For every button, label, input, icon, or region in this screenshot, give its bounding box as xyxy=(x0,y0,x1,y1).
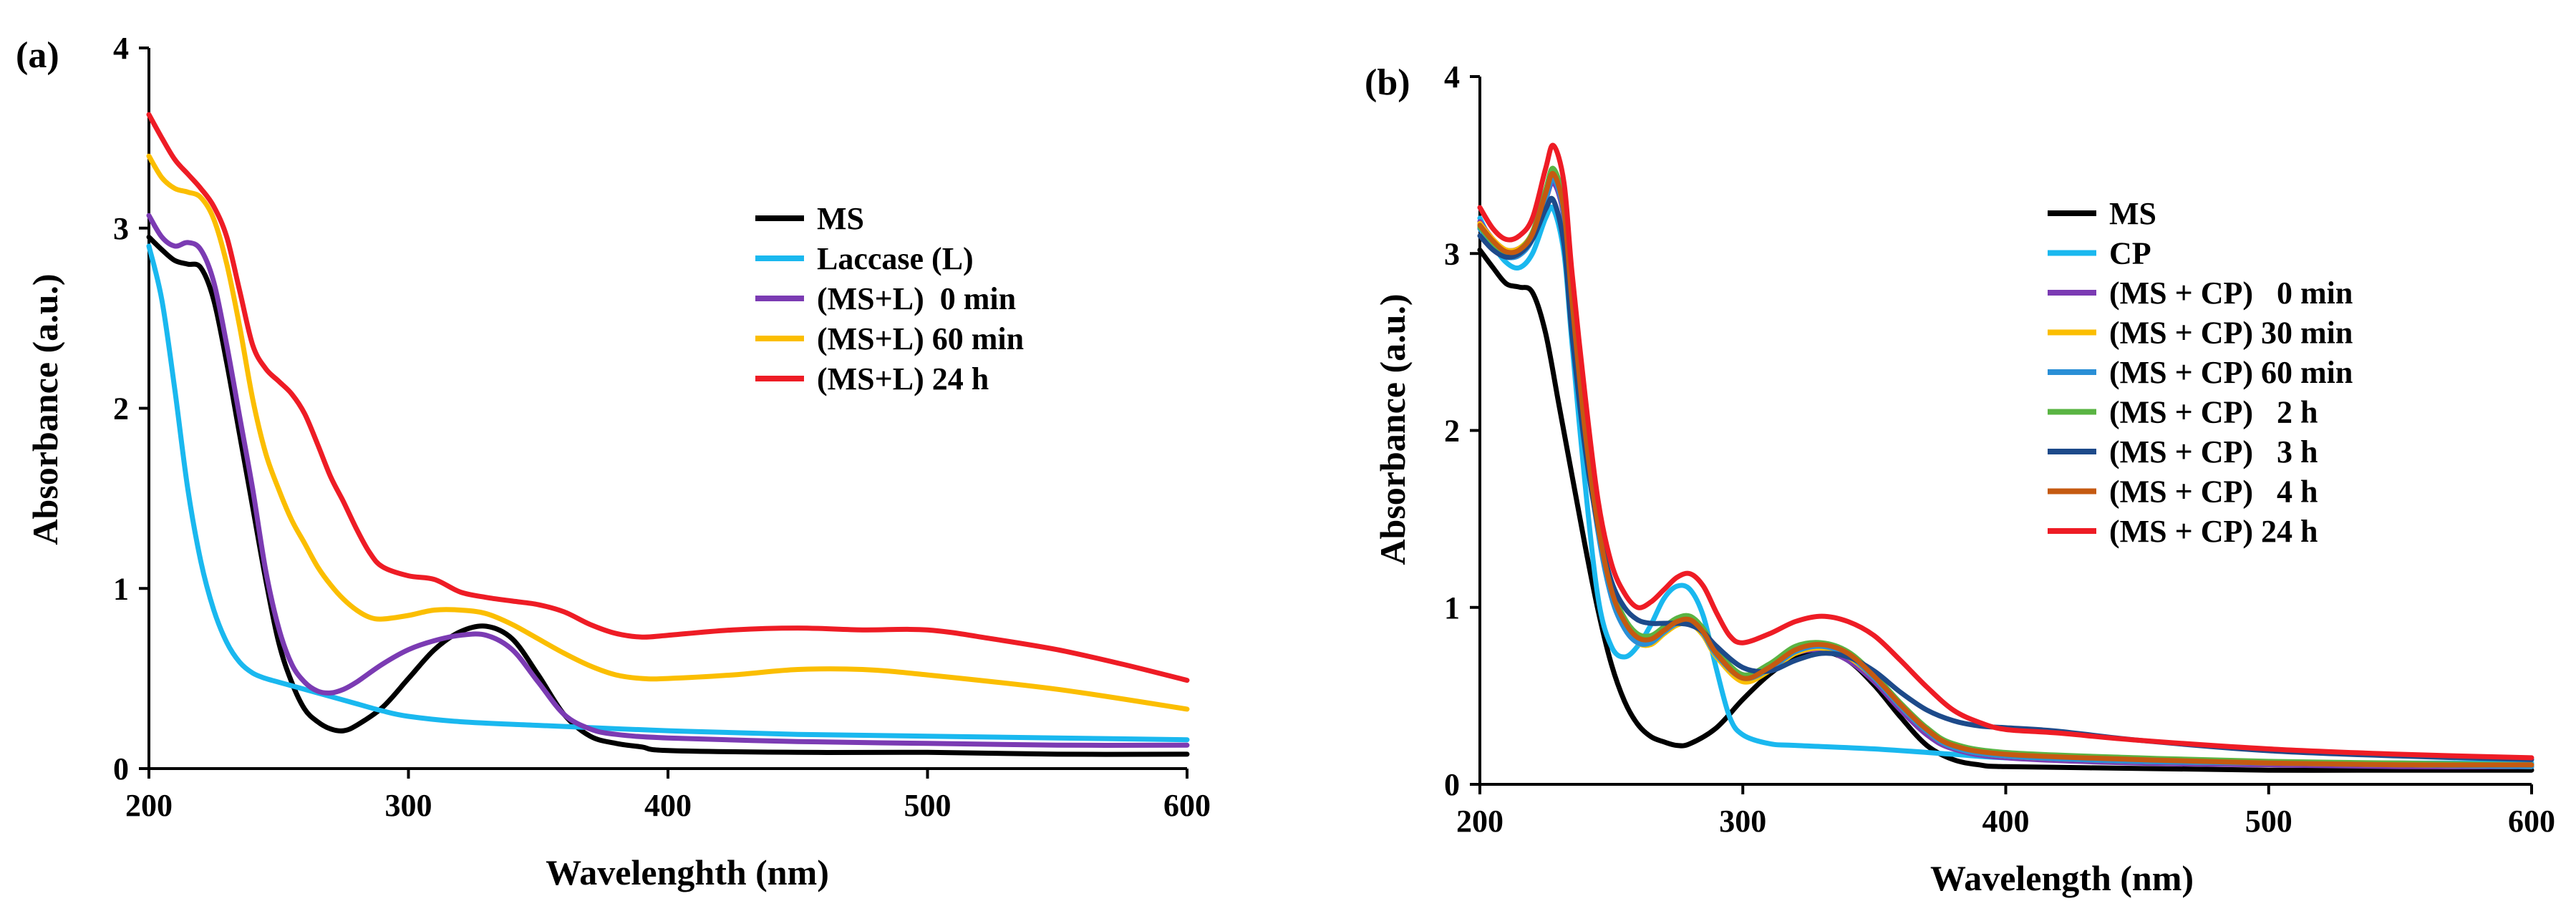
chart-panel-a: (a) Absorbance (a.u.) Wavelenghth (nm) 0… xyxy=(16,31,1211,892)
legend-label: MS xyxy=(817,201,864,236)
x-axis-title: Wavelength (nm) xyxy=(1930,858,2194,898)
series-line xyxy=(146,243,1190,743)
y-tick-label: 2 xyxy=(1444,414,1460,449)
legend-label: (MS + CP) 3 h xyxy=(2109,434,2318,469)
legend-label: (MS + CP) 60 min xyxy=(2109,355,2353,390)
panel-label: (b) xyxy=(1365,62,1410,103)
legend-label: (MS+L) 0 min xyxy=(817,281,1016,316)
series-line xyxy=(1477,247,2534,773)
x-tick-label: 600 xyxy=(2508,804,2555,839)
x-tick-label: 200 xyxy=(1456,804,1504,839)
x-tick-label: 200 xyxy=(125,788,173,823)
x-axis-title: Wavelenghth (nm) xyxy=(546,852,829,892)
y-tick-label: 4 xyxy=(113,31,129,66)
legend-label: MS xyxy=(2109,196,2156,231)
legend: MS CP (MS + CP) 0 min (MS + CP) 30 min (MS +… xyxy=(2048,196,2353,549)
series-line xyxy=(146,234,1190,757)
legend-label: Laccase (L) xyxy=(817,241,974,276)
x-tick-label: 300 xyxy=(1719,804,1766,839)
y-tick-label: 3 xyxy=(1444,236,1460,271)
x-tick-label: 500 xyxy=(2245,804,2292,839)
y-axis-title: Absorbance (a.u.) xyxy=(1372,293,1413,565)
legend-label: (MS + CP) 0 min xyxy=(2109,276,2353,311)
legend-label: (MS+L) 24 h xyxy=(817,361,989,396)
panel-label: (a) xyxy=(16,35,59,76)
x-tick-label: 300 xyxy=(385,788,432,823)
y-tick-label: 3 xyxy=(113,211,129,246)
series-line xyxy=(146,112,1190,683)
x-tick-label: 400 xyxy=(1982,804,2030,839)
y-tick-label: 0 xyxy=(113,751,129,786)
legend-label: (MS + CP) 24 h xyxy=(2109,514,2318,549)
y-axis-title: Absorbance (a.u.) xyxy=(25,273,65,545)
y-tick-label: 4 xyxy=(1444,59,1460,94)
legend: MS Laccase (L) (MS+L) 0 min (MS+L) 60 min (M… xyxy=(755,201,1024,396)
series-line xyxy=(1477,170,2534,768)
axes: 0 1 2 3 4 200 300 400 500 600 xyxy=(1444,59,2555,839)
legend-label: CP xyxy=(2109,236,2151,271)
series-group xyxy=(146,112,1190,757)
series-group xyxy=(1477,142,2534,773)
legend-label: (MS + CP) 2 h xyxy=(2109,395,2318,430)
x-tick-label: 500 xyxy=(904,788,952,823)
y-tick-label: 1 xyxy=(113,571,129,606)
y-tick-label: 0 xyxy=(1444,767,1460,802)
x-tick-label: 600 xyxy=(1163,788,1211,823)
series-line xyxy=(146,213,1190,748)
y-tick-label: 2 xyxy=(113,391,129,427)
axes: 0 1 2 3 4 200 300 400 500 600 xyxy=(113,31,1211,823)
legend-label: (MS + CP) 30 min xyxy=(2109,316,2353,351)
legend-label: (MS+L) 60 min xyxy=(817,321,1024,356)
series-line xyxy=(146,153,1190,712)
y-tick-label: 1 xyxy=(1444,590,1460,625)
series-line xyxy=(1477,142,2534,761)
x-tick-label: 400 xyxy=(644,788,692,823)
legend-label: (MS + CP) 4 h xyxy=(2109,474,2318,510)
chart-panel-b: (b) Absorbance (a.u.) Wavelength (nm) 0 1… xyxy=(1365,59,2555,898)
